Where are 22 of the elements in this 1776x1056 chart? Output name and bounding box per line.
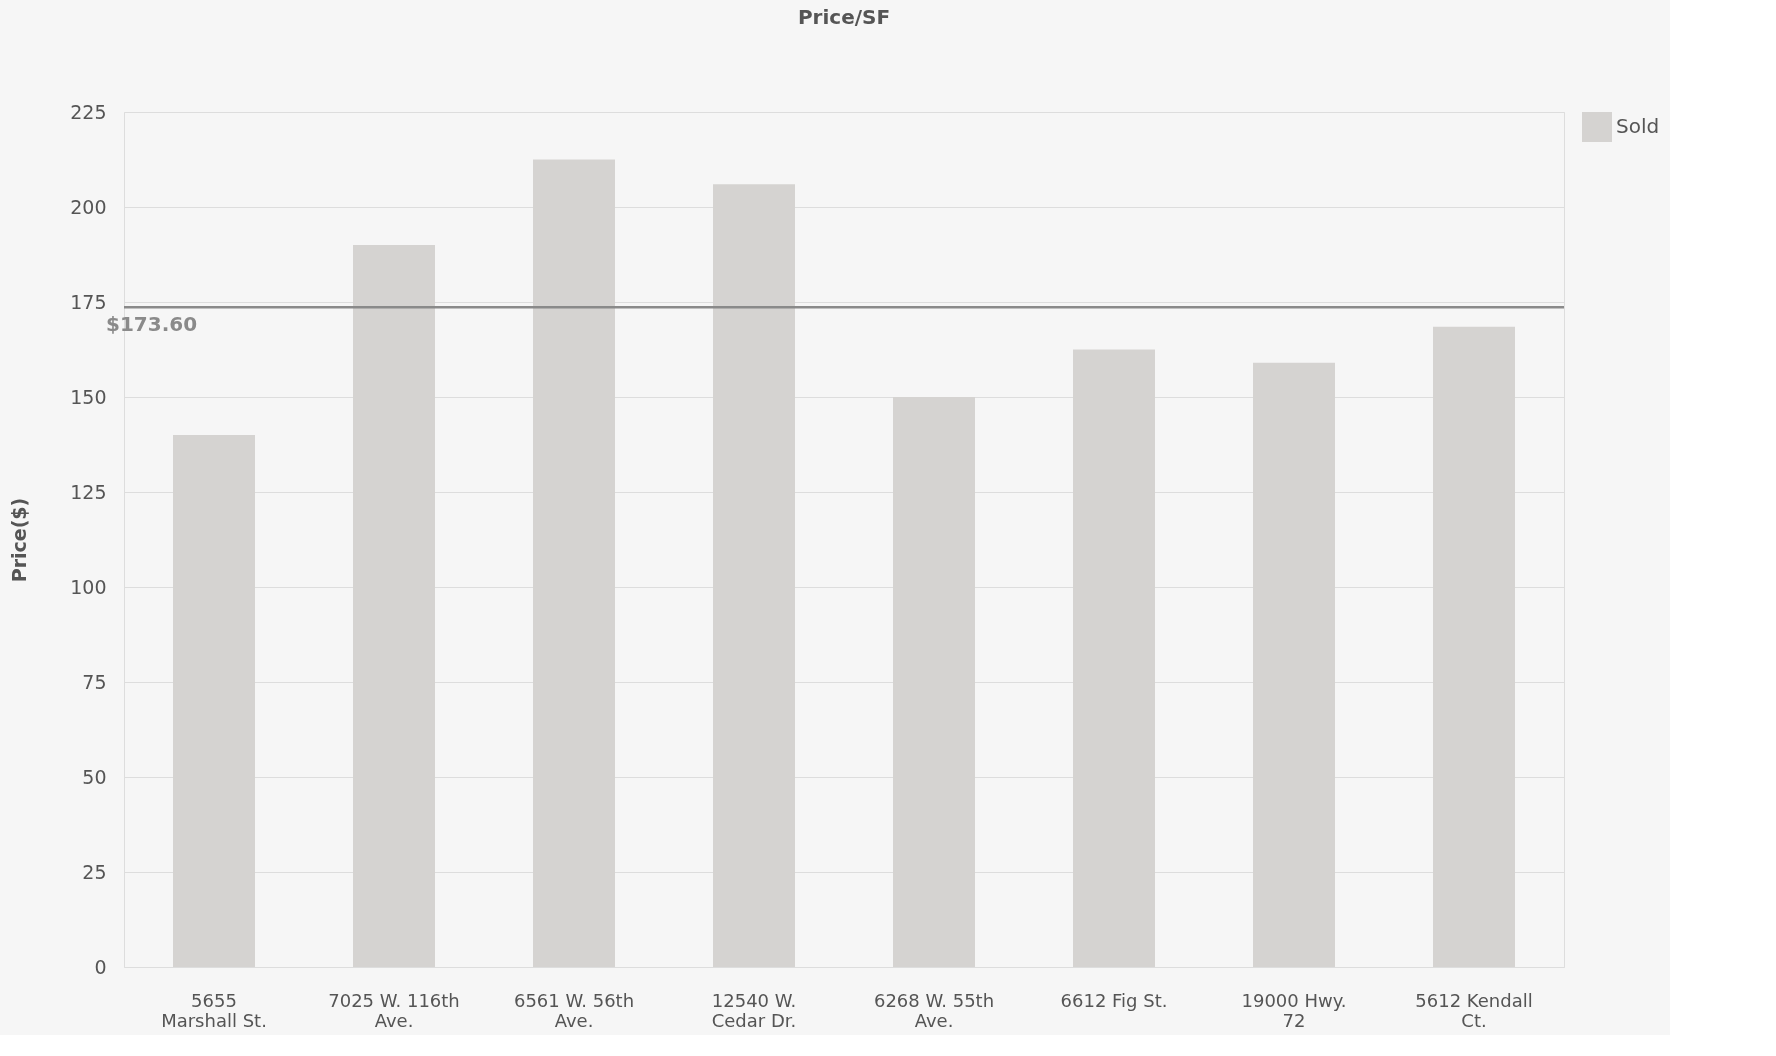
- ref-line-label: $173.60: [106, 312, 198, 337]
- y-axis-title: Price($): [8, 497, 31, 583]
- x-tick-label: 6612 Fig St.: [1060, 989, 1168, 1011]
- y-tick-label: 50: [82, 765, 107, 788]
- x-tick-label: 19000 Hwy. 72: [1241, 989, 1347, 1031]
- y-tick-label: 0: [94, 955, 107, 978]
- y-tick-label: 150: [70, 385, 107, 408]
- x-tick-label: 6268 W. 55th Ave.: [873, 989, 995, 1031]
- y-tick-label: 100: [70, 575, 107, 598]
- x-tick-label: 5612 Kendall Ct.: [1415, 989, 1533, 1031]
- y-tick-label: 125: [70, 480, 107, 503]
- y-tick-label: 75: [82, 670, 107, 693]
- y-tick-label: 175: [70, 290, 107, 313]
- y-tick-label: 25: [82, 860, 107, 883]
- legend-label: Sold: [1616, 114, 1660, 138]
- y-tick-label: 200: [70, 195, 107, 218]
- x-tick-label: 7025 W. 116th Ave.: [328, 989, 460, 1031]
- y-tick-label: 225: [70, 100, 107, 123]
- x-tick-label: 5655 Marshall St.: [161, 989, 267, 1031]
- x-tick-label: 12540 W. Cedar Dr.: [711, 989, 797, 1031]
- x-tick-label: 6561 W. 56th Ave.: [513, 989, 635, 1031]
- chart-title: Price/SF: [797, 5, 891, 29]
